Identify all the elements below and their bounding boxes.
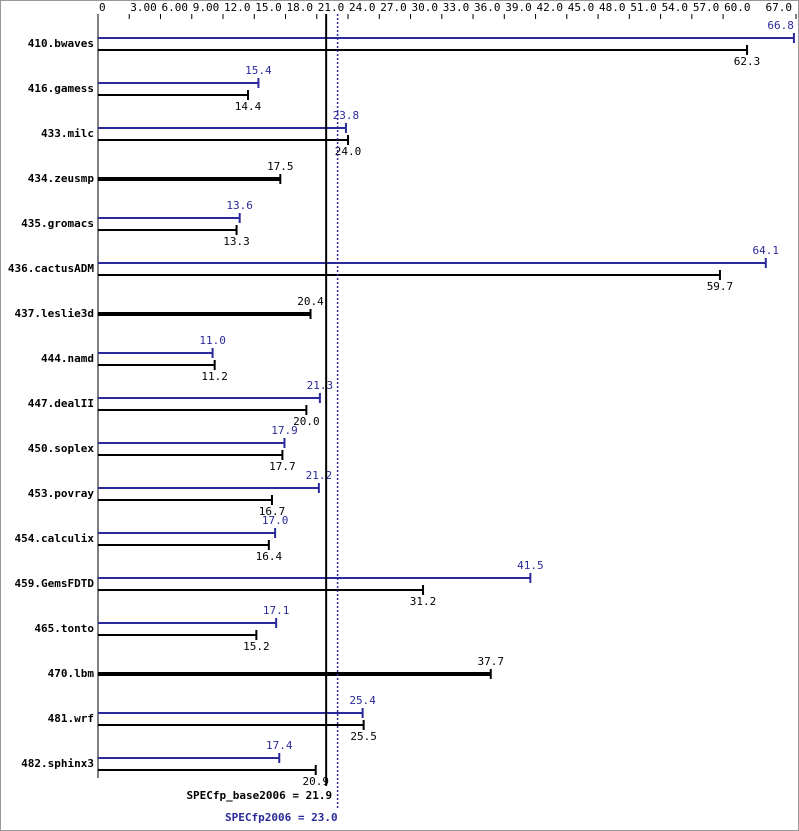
x-tick-label: 45.0 [568, 1, 595, 14]
x-tick-label: 12.0 [224, 1, 251, 14]
value-label: 14.4 [235, 100, 262, 113]
value-label: 13.3 [223, 235, 250, 248]
category-label: 410.bwaves [28, 37, 94, 50]
x-tick-label: 33.0 [443, 1, 470, 14]
value-label: 31.2 [410, 595, 437, 608]
x-tick-label: 3.00 [130, 1, 157, 14]
value-label: 17.0 [262, 514, 289, 527]
x-tick-label: 48.0 [599, 1, 626, 14]
category-label: 436.cactusADM [8, 262, 94, 275]
x-tick-label: 54.0 [662, 1, 689, 14]
category-label: 435.gromacs [21, 217, 94, 230]
category-label: 481.wrf [48, 712, 94, 725]
x-tick-label: 36.0 [474, 1, 501, 14]
value-label: 20.9 [302, 775, 329, 788]
value-label: 11.0 [199, 334, 226, 347]
value-label: 25.4 [349, 694, 376, 707]
value-label: 62.3 [734, 55, 761, 68]
category-label: 434.zeusmp [28, 172, 95, 185]
value-label: 13.6 [226, 199, 253, 212]
x-tick-label: 6.00 [162, 1, 189, 14]
category-label: 450.soplex [28, 442, 95, 455]
value-label: 41.5 [517, 559, 544, 572]
value-label: 16.4 [256, 550, 283, 563]
value-label: 25.5 [350, 730, 377, 743]
value-label: 24.0 [335, 145, 362, 158]
x-tick-label: 15.0 [255, 1, 282, 14]
value-label: 17.4 [266, 739, 293, 752]
category-label: 416.gamess [28, 82, 94, 95]
value-label: 17.5 [267, 160, 294, 173]
x-tick-label: 30.0 [412, 1, 439, 14]
x-tick-label: 57.0 [693, 1, 720, 14]
value-label: 11.2 [201, 370, 228, 383]
x-tick-label: 9.00 [193, 1, 220, 14]
category-label: 433.milc [41, 127, 94, 140]
value-label: 66.8 [767, 19, 794, 32]
x-tick-label: 60.0 [724, 1, 751, 14]
reference-label: SPECfp2006 = 23.0 [225, 811, 338, 824]
value-label: 23.8 [333, 109, 360, 122]
value-label: 20.4 [297, 295, 324, 308]
value-label: 59.7 [707, 280, 734, 293]
category-label: 437.leslie3d [15, 307, 94, 320]
x-tick-label: 51.0 [630, 1, 657, 14]
value-label: 15.2 [243, 640, 270, 653]
category-label: 454.calculix [15, 532, 95, 545]
value-label: 37.7 [478, 655, 505, 668]
x-tick-label: 67.0 [766, 1, 793, 14]
x-tick-label: 0 [99, 1, 106, 14]
value-label: 17.7 [269, 460, 296, 473]
value-label: 21.3 [307, 379, 334, 392]
x-tick-label: 21.0 [318, 1, 345, 14]
reference-label: SPECfp_base2006 = 21.9 [186, 789, 332, 802]
value-label: 15.4 [245, 64, 272, 77]
category-label: 459.GemsFDTD [15, 577, 95, 590]
value-label: 20.0 [293, 415, 320, 428]
value-label: 17.1 [263, 604, 290, 617]
category-label: 465.tonto [34, 622, 94, 635]
value-label: 21.2 [306, 469, 333, 482]
category-label: 447.dealII [28, 397, 94, 410]
x-tick-label: 24.0 [349, 1, 376, 14]
x-tick-label: 18.0 [287, 1, 314, 14]
x-tick-label: 27.0 [380, 1, 407, 14]
x-tick-label: 42.0 [537, 1, 564, 14]
value-label: 64.1 [753, 244, 780, 257]
category-label: 470.lbm [48, 667, 95, 680]
value-label: 16.7 [259, 505, 286, 518]
category-label: 444.namd [41, 352, 94, 365]
category-label: 453.povray [28, 487, 95, 500]
x-tick-label: 39.0 [505, 1, 531, 14]
category-label: 482.sphinx3 [21, 757, 94, 770]
value-label: 17.9 [271, 424, 298, 437]
